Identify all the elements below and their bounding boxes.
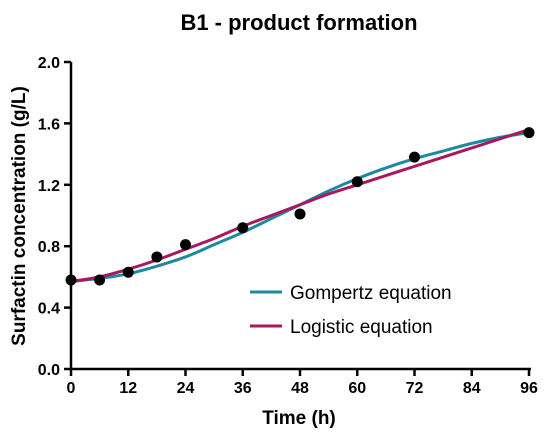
series-lines xyxy=(69,128,531,283)
x-tick-label: 12 xyxy=(119,380,137,397)
x-tick-label: 24 xyxy=(177,380,195,397)
y-axis: 0.0 0.4 0.8 1.2 1.6 2.0 xyxy=(38,55,73,379)
x-axis: 0 12 24 36 48 60 72 84 96 xyxy=(67,367,538,397)
x-tick-label: 36 xyxy=(234,380,252,397)
x-tick-label: 48 xyxy=(291,380,309,397)
y-axis-label: Surfactin concentration (g/L) xyxy=(9,86,30,346)
data-point xyxy=(351,176,363,188)
y-tick-label: 0.8 xyxy=(38,239,60,256)
data-point xyxy=(294,208,306,220)
legend-label-gompertz: Gompertz equation xyxy=(290,283,452,304)
legend-label-logistic: Logistic equation xyxy=(290,317,433,338)
x-tick-label: 72 xyxy=(406,380,424,397)
y-tick-label: 1.6 xyxy=(38,116,60,133)
data-point xyxy=(122,266,134,278)
data-point xyxy=(180,239,191,251)
x-tick-label: 84 xyxy=(463,380,481,397)
data-point xyxy=(94,274,106,286)
data-point xyxy=(65,274,77,286)
x-ticks: 0 12 24 36 48 60 72 84 96 xyxy=(67,369,538,397)
series-line-gompertz xyxy=(69,131,531,283)
x-axis-label: Time (h) xyxy=(262,408,336,429)
data-point xyxy=(237,222,249,234)
x-tick-label: 0 xyxy=(67,380,76,397)
data-point xyxy=(523,127,535,139)
series-line-logistic xyxy=(69,128,531,283)
data-point xyxy=(409,151,420,163)
legend: Gompertz equation Logistic equation xyxy=(250,283,452,338)
x-tick-label: 96 xyxy=(520,380,538,397)
y-ticks: 0.0 0.4 0.8 1.2 1.6 2.0 xyxy=(38,55,71,379)
y-tick-label: 2.0 xyxy=(38,55,60,72)
data-points xyxy=(65,127,535,286)
y-tick-label: 1.2 xyxy=(38,178,60,195)
data-point xyxy=(151,251,163,263)
chart-title: B1 - product formation xyxy=(180,10,417,35)
y-tick-label: 0.4 xyxy=(38,301,60,318)
x-tick-label: 60 xyxy=(348,380,366,397)
y-tick-label: 0.0 xyxy=(38,362,60,379)
